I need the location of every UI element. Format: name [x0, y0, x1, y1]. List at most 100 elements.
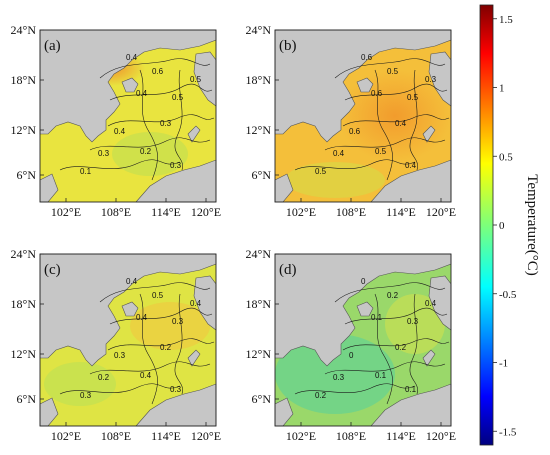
contour-line [324, 137, 446, 151]
contour-line [59, 383, 181, 395]
contour-line [139, 293, 158, 405]
contour-line [342, 338, 450, 351]
contour-line [59, 159, 181, 171]
contour-label: 0.2 [160, 343, 172, 352]
contour-line [334, 282, 446, 303]
contour-label: 0.4 [140, 371, 152, 380]
colorbar-tick-label: 0.5 [499, 151, 513, 163]
lon-tick-label: 108°E [101, 429, 131, 443]
contour-line [324, 361, 446, 375]
map-frame [274, 253, 452, 427]
land-mass [39, 29, 217, 143]
contour-label: 0.3 [333, 373, 345, 382]
contour-label: 0.5 [407, 93, 419, 102]
land-mass [356, 301, 374, 317]
lon-tick-label: 108°E [101, 205, 131, 219]
warm-patch [130, 302, 210, 350]
lat-tick-label: 12°N [11, 347, 37, 361]
contour-label: 0.4 [126, 277, 138, 286]
contour-label: 0.4 [405, 161, 417, 170]
contour-label: 0.6 [361, 53, 373, 62]
contour-line [334, 58, 446, 79]
lon-tick-label: 108°E [336, 205, 366, 219]
lat-tick-label: 18°N [246, 73, 272, 87]
land-mass [356, 77, 374, 93]
contour-label: 0.3 [160, 119, 172, 128]
land-mass [428, 275, 452, 331]
lat-tick-label: 6°N [252, 168, 272, 182]
contour-label: 0.6 [349, 127, 361, 136]
lon-tick-label: 102°E [51, 205, 81, 219]
lon-tick-label: 114°E [151, 205, 181, 219]
contour-label: 0.4 [126, 53, 138, 62]
land-mass [187, 125, 201, 143]
lon-tick-label: 120°E [191, 205, 221, 219]
contour-label: 0.5 [387, 67, 399, 76]
lon-tick-label: 102°E [286, 205, 316, 219]
land-mass [187, 349, 201, 367]
land-mass [193, 51, 217, 107]
land-mass [121, 301, 139, 317]
lat-tick-label: 12°N [11, 123, 37, 137]
panel-label: (c) [44, 262, 61, 278]
contour-label: 0.3 [425, 75, 437, 84]
contour-label: 0.4 [395, 119, 407, 128]
lon-tick-label: 120°E [191, 429, 221, 443]
map-frame [39, 29, 217, 203]
contour-label: 0.5 [190, 75, 202, 84]
contour-label: 0.3 [80, 391, 92, 400]
contour-label: 0.5 [172, 93, 184, 102]
lon-tick-label: 102°E [51, 429, 81, 443]
contour-line [174, 293, 183, 395]
contour-label: 0.2 [395, 343, 407, 352]
contour-line [342, 114, 450, 127]
colorbar-tick-label: 0 [499, 220, 505, 232]
contour-label: 0.5 [375, 147, 387, 156]
panel-label: (a) [44, 38, 61, 54]
contour-label: 0.1 [371, 313, 383, 322]
cool-patch [275, 334, 395, 414]
contour-line [99, 282, 211, 303]
contour-label: 0.3 [170, 385, 182, 394]
colorbar-tick-label: -1 [499, 358, 508, 370]
lat-tick-label: 24°N [246, 247, 272, 261]
contour-label: 0.1 [405, 385, 417, 394]
map-panel: 0 0.2 0.3 0.1 0.2 0 0.1 0.3 0.2 0.1 0.4 (d) 24°N 18°N… [246, 247, 457, 443]
lat-tick-label: 18°N [246, 297, 272, 311]
contour-line [89, 137, 211, 151]
map-frame [274, 29, 452, 203]
cool-patch [44, 362, 116, 406]
contour-line [294, 159, 416, 171]
map-panel: 0.6 0.5 0.5 0.6 0.4 0.6 0.5 0.4 0.5 0.4 0.3 (b) 24°N… [246, 23, 457, 219]
contour-label: 0 [361, 277, 366, 286]
lat-tick-label: 6°N [17, 168, 37, 182]
land-mass [274, 29, 452, 143]
land-mass [274, 253, 452, 367]
contour-label: 0.6 [371, 89, 383, 98]
contour-line [374, 293, 393, 405]
land-mass [121, 77, 139, 93]
lat-tick-label: 24°N [246, 23, 272, 37]
lat-tick-label: 18°N [11, 297, 37, 311]
contour-line [344, 83, 448, 101]
lon-tick-label: 120°E [426, 429, 456, 443]
lon-tick-label: 114°E [151, 429, 181, 443]
contour-label: 0 [349, 351, 354, 360]
colorbar-tick-label: -1.5 [499, 426, 517, 438]
contour-label: 0.4 [136, 89, 148, 98]
colorbar-ramp [479, 4, 494, 446]
lat-tick-label: 24°N [11, 247, 37, 261]
lat-tick-label: 18°N [11, 73, 37, 87]
lat-tick-label: 12°N [246, 347, 272, 361]
map-panel: 0.4 0.6 0.5 0.4 0.3 0.4 0.2 0.3 0.1 0.3 0.5 (a) 24°N… [11, 23, 222, 219]
contour-line [109, 83, 213, 101]
land-mass [428, 51, 452, 107]
lon-tick-label: 114°E [386, 205, 416, 219]
contour-label: 0.4 [333, 149, 345, 158]
contour-line [409, 69, 418, 171]
land-mass [422, 349, 436, 367]
contour-label: 0.3 [170, 161, 182, 170]
colorbar-tick-label: 1.5 [499, 14, 513, 26]
contour-label: 0.5 [152, 291, 164, 300]
contour-label: 0.3 [98, 149, 110, 158]
